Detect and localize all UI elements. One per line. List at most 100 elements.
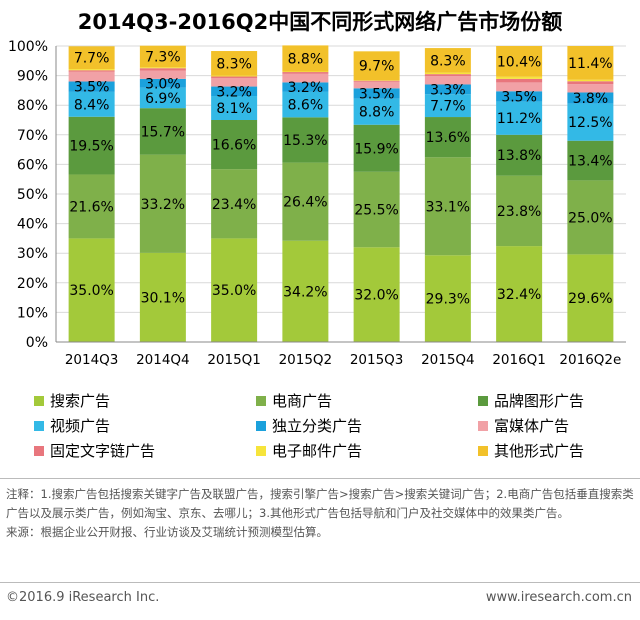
x-tick-label: 2015Q4 — [421, 352, 475, 368]
data-label: 8.3% — [216, 56, 252, 72]
footer-divider — [0, 582, 640, 583]
legend-swatch — [256, 395, 266, 406]
bar-segment — [567, 46, 614, 80]
data-label: 6.9% — [145, 91, 181, 107]
x-tick-label: 2014Q3 — [65, 352, 119, 368]
legend-item: 独立分类广告 — [256, 413, 478, 438]
bar-segment — [567, 84, 614, 93]
data-label: 8.1% — [216, 101, 252, 117]
bar-segment — [567, 180, 614, 255]
bar-segment — [139, 68, 186, 71]
bar-segment — [567, 79, 614, 82]
legend-label: 电子邮件广告 — [272, 442, 363, 460]
legend-item: 固定文字链广告 — [34, 438, 256, 463]
legend-label: 视频广告 — [50, 417, 111, 435]
divider — [0, 478, 640, 479]
data-label: 23.8% — [497, 204, 541, 220]
bar-segment — [567, 254, 614, 342]
note-text: 注释：1.搜索广告包括搜索关键字广告及联盟广告，搜索引擎广告>搜索广告>搜索关键… — [6, 487, 634, 520]
bar-segment — [139, 70, 186, 79]
y-tick-label: 30% — [17, 246, 48, 262]
bar-segment — [139, 45, 186, 68]
data-label: 25.0% — [568, 210, 612, 226]
bar-segment — [424, 157, 471, 256]
y-tick-label: 40% — [17, 217, 48, 233]
bar-segment — [496, 82, 543, 92]
legend: 搜索广告 电商广告 品牌图形广告 视频广告 独立分类广告 富媒体广告 固定文字链广告 电子邮件… — [34, 388, 614, 464]
legend-item: 品牌图形广告 — [478, 388, 628, 413]
bar-segment — [353, 81, 400, 89]
bar-segment — [282, 71, 329, 73]
bar-segment — [353, 171, 400, 248]
x-tick-label: 2015Q1 — [207, 352, 261, 368]
legend-swatch — [478, 445, 488, 456]
legend-label: 富媒体广告 — [494, 417, 570, 435]
copyright: ©2016.9 iResearch Inc. — [6, 590, 160, 605]
data-label: 3.5% — [501, 89, 537, 105]
source-text: 来源：根据企业公开财报、行业访谈及艾瑞统计预测模型估算。 — [6, 525, 328, 539]
bar-segment — [139, 154, 186, 253]
bar-segment — [496, 78, 543, 83]
bar-segment — [424, 117, 471, 158]
bar-segment — [211, 77, 258, 87]
bar-segment — [68, 91, 115, 117]
data-label: 12.5% — [568, 115, 612, 131]
bar-segment — [139, 108, 186, 155]
bar-segment — [282, 240, 329, 342]
data-label: 3.0% — [145, 76, 181, 92]
x-tick-label: 2015Q2 — [279, 352, 333, 368]
data-label: 13.8% — [497, 148, 541, 164]
legend-label: 搜索广告 — [50, 392, 111, 410]
data-label: 29.6% — [568, 291, 612, 307]
bar-segment — [211, 169, 258, 239]
data-label: 35.0% — [212, 283, 256, 299]
data-label: 15.7% — [141, 124, 185, 140]
website: www.iresearch.com.cn — [485, 590, 632, 605]
data-label: 8.8% — [359, 105, 395, 121]
bar-segment — [68, 69, 115, 71]
bar-segment — [424, 76, 471, 85]
legend-item: 富媒体广告 — [478, 413, 628, 438]
bar-segment — [282, 162, 329, 241]
data-label: 7.7% — [74, 51, 110, 67]
bar-segment — [68, 238, 115, 342]
data-label: 8.3% — [430, 53, 466, 69]
bar-segment — [282, 82, 329, 92]
bar-segment — [282, 117, 329, 163]
bar-segment — [211, 51, 258, 76]
data-label: 8.4% — [74, 97, 110, 113]
data-label: 3.2% — [216, 84, 252, 100]
bar-segment — [139, 67, 186, 69]
legend-swatch — [34, 395, 44, 406]
legend-item: 其他形式广告 — [478, 438, 628, 463]
x-axis: 2014Q3 2014Q4 2015Q1 2015Q2 2015Q3 2015Q4 2016… — [56, 341, 626, 368]
legend-label: 品牌图形广告 — [494, 392, 585, 410]
bar-segment — [567, 92, 614, 104]
x-tick-label: 2014Q4 — [136, 352, 190, 368]
bar-segment — [353, 80, 400, 81]
y-tick-label: 50% — [17, 187, 48, 203]
bar-segment — [496, 76, 543, 79]
data-label: 33.1% — [426, 199, 470, 215]
data-label: 9.7% — [359, 59, 395, 75]
data-label: 7.3% — [145, 50, 181, 66]
bar-segment — [211, 120, 258, 170]
data-label: 3.2% — [288, 80, 324, 96]
data-labels: 35.0%21.6%19.5%8.4%3.5%7.7%30.1%33.2%15.… — [69, 50, 612, 308]
data-label: 15.9% — [354, 141, 398, 157]
bar-segment — [353, 98, 400, 125]
bar-segment — [282, 91, 329, 118]
data-label: 13.4% — [568, 154, 612, 170]
bar-segment — [424, 74, 471, 77]
bar-segment — [496, 246, 543, 342]
data-label: 11.4% — [568, 56, 612, 72]
y-tick-label: 0% — [26, 335, 48, 351]
data-label: 10.4% — [497, 54, 541, 70]
data-label: 8.6% — [288, 98, 324, 114]
legend-item: 电子邮件广告 — [256, 438, 478, 463]
data-label: 16.6% — [212, 138, 256, 154]
legend-swatch — [256, 445, 266, 456]
bar-segment — [424, 48, 471, 73]
bar-segment — [211, 76, 258, 78]
x-tick-label: 2016Q2e — [559, 352, 621, 368]
